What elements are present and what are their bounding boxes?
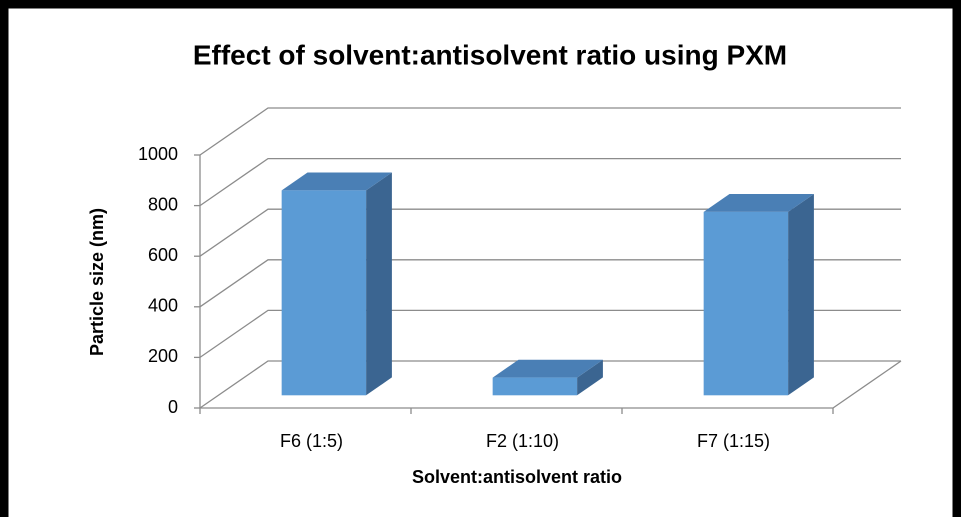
y-tick-label: 1000: [138, 144, 178, 164]
y-tick-label: 400: [148, 296, 178, 316]
bar-side: [788, 194, 814, 396]
y-tick-label: 200: [148, 346, 178, 366]
bar: [492, 359, 603, 396]
x-axis-label: Solvent:antisolvent ratio: [412, 467, 622, 487]
y-tick-label: 600: [148, 245, 178, 265]
bar-front: [281, 190, 367, 396]
bar-top: [703, 194, 814, 212]
bar: [703, 194, 814, 396]
x-tick-label: F7 (1:15): [697, 431, 770, 451]
chart-title: Effect of solvent:antisolvent ratio usin…: [193, 39, 787, 70]
bar-side: [366, 172, 392, 396]
bar-top: [281, 172, 392, 191]
bar: [281, 172, 392, 396]
x-tick-label: F2 (1:10): [486, 431, 559, 451]
grid-line: [199, 208, 901, 257]
bar-front: [492, 377, 578, 396]
x-tick-label: F6 (1:5): [280, 431, 343, 451]
y-tick-label: 0: [168, 397, 178, 417]
grid-line: [199, 259, 901, 308]
grid-line: [199, 107, 901, 156]
grid-line: [199, 309, 901, 358]
bar-front: [703, 211, 789, 396]
y-axis-label: Particle size (nm): [87, 208, 107, 356]
grid-line: [199, 360, 901, 409]
grid-line: [199, 157, 901, 207]
bar-side: [577, 359, 603, 396]
bar-top: [492, 359, 603, 378]
y-tick-label: 800: [148, 194, 178, 214]
